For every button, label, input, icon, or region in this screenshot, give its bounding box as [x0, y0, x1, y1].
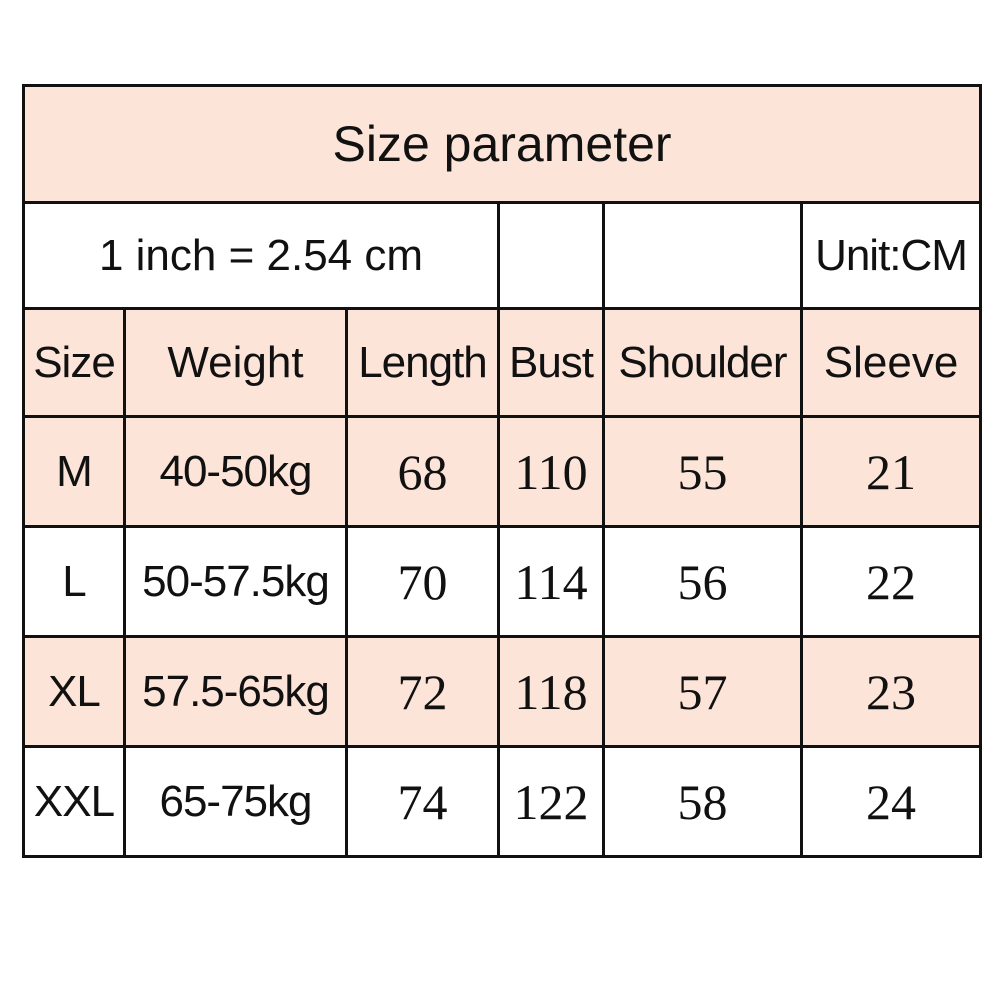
cell-shoulder: 58: [602, 745, 803, 858]
table-row: L 50-57.5kg 70 114 56 22: [22, 525, 983, 638]
cell-length: 70: [345, 525, 500, 638]
table-row: XXL 65-75kg 74 122 58 24: [22, 745, 983, 858]
unit-label: Unit:CM: [799, 201, 983, 310]
cell-shoulder: 55: [602, 415, 803, 528]
cell-size: XXL: [22, 745, 126, 858]
cell-bust: 110: [497, 415, 605, 528]
cell-bust: 122: [497, 745, 605, 858]
empty-cell: [497, 201, 605, 310]
cell-size: L: [22, 525, 126, 638]
table-row: M 40-50kg 68 110 55 21: [22, 415, 983, 528]
header-row: Size Weight Length Bust Shoulder Sleeve: [22, 307, 983, 418]
empty-cell: [602, 201, 803, 310]
table-title: Size parameter: [21, 84, 983, 204]
cell-weight: 50-57.5kg: [123, 525, 348, 638]
column-header-sleeve: Sleeve: [799, 307, 983, 418]
cell-size: XL: [22, 635, 126, 748]
cell-bust: 118: [497, 635, 605, 748]
column-header-bust: Bust: [497, 307, 605, 418]
cell-length: 74: [345, 745, 500, 858]
cell-size: M: [22, 415, 126, 528]
column-header-shoulder: Shoulder: [602, 307, 803, 418]
cell-shoulder: 57: [602, 635, 803, 748]
cell-shoulder: 56: [602, 525, 803, 638]
column-header-weight: Weight: [123, 307, 348, 418]
table-row: XL 57.5-65kg 72 118 57 23: [22, 635, 983, 748]
cell-bust: 114: [497, 525, 605, 638]
cell-sleeve: 21: [799, 415, 983, 528]
cell-weight: 57.5-65kg: [123, 635, 348, 748]
cell-sleeve: 22: [799, 525, 983, 638]
conversion-note: 1 inch = 2.54 cm: [22, 201, 500, 310]
column-header-size: Size: [22, 307, 126, 418]
cell-sleeve: 24: [799, 745, 983, 858]
cell-sleeve: 23: [799, 635, 983, 748]
cell-weight: 65-75kg: [123, 745, 348, 858]
cell-weight: 40-50kg: [123, 415, 348, 528]
cell-length: 68: [345, 415, 500, 528]
cell-length: 72: [345, 635, 500, 748]
size-chart-table: Size parameter 1 inch = 2.54 cm Unit:CM …: [21, 84, 983, 858]
column-header-length: Length: [345, 307, 500, 418]
